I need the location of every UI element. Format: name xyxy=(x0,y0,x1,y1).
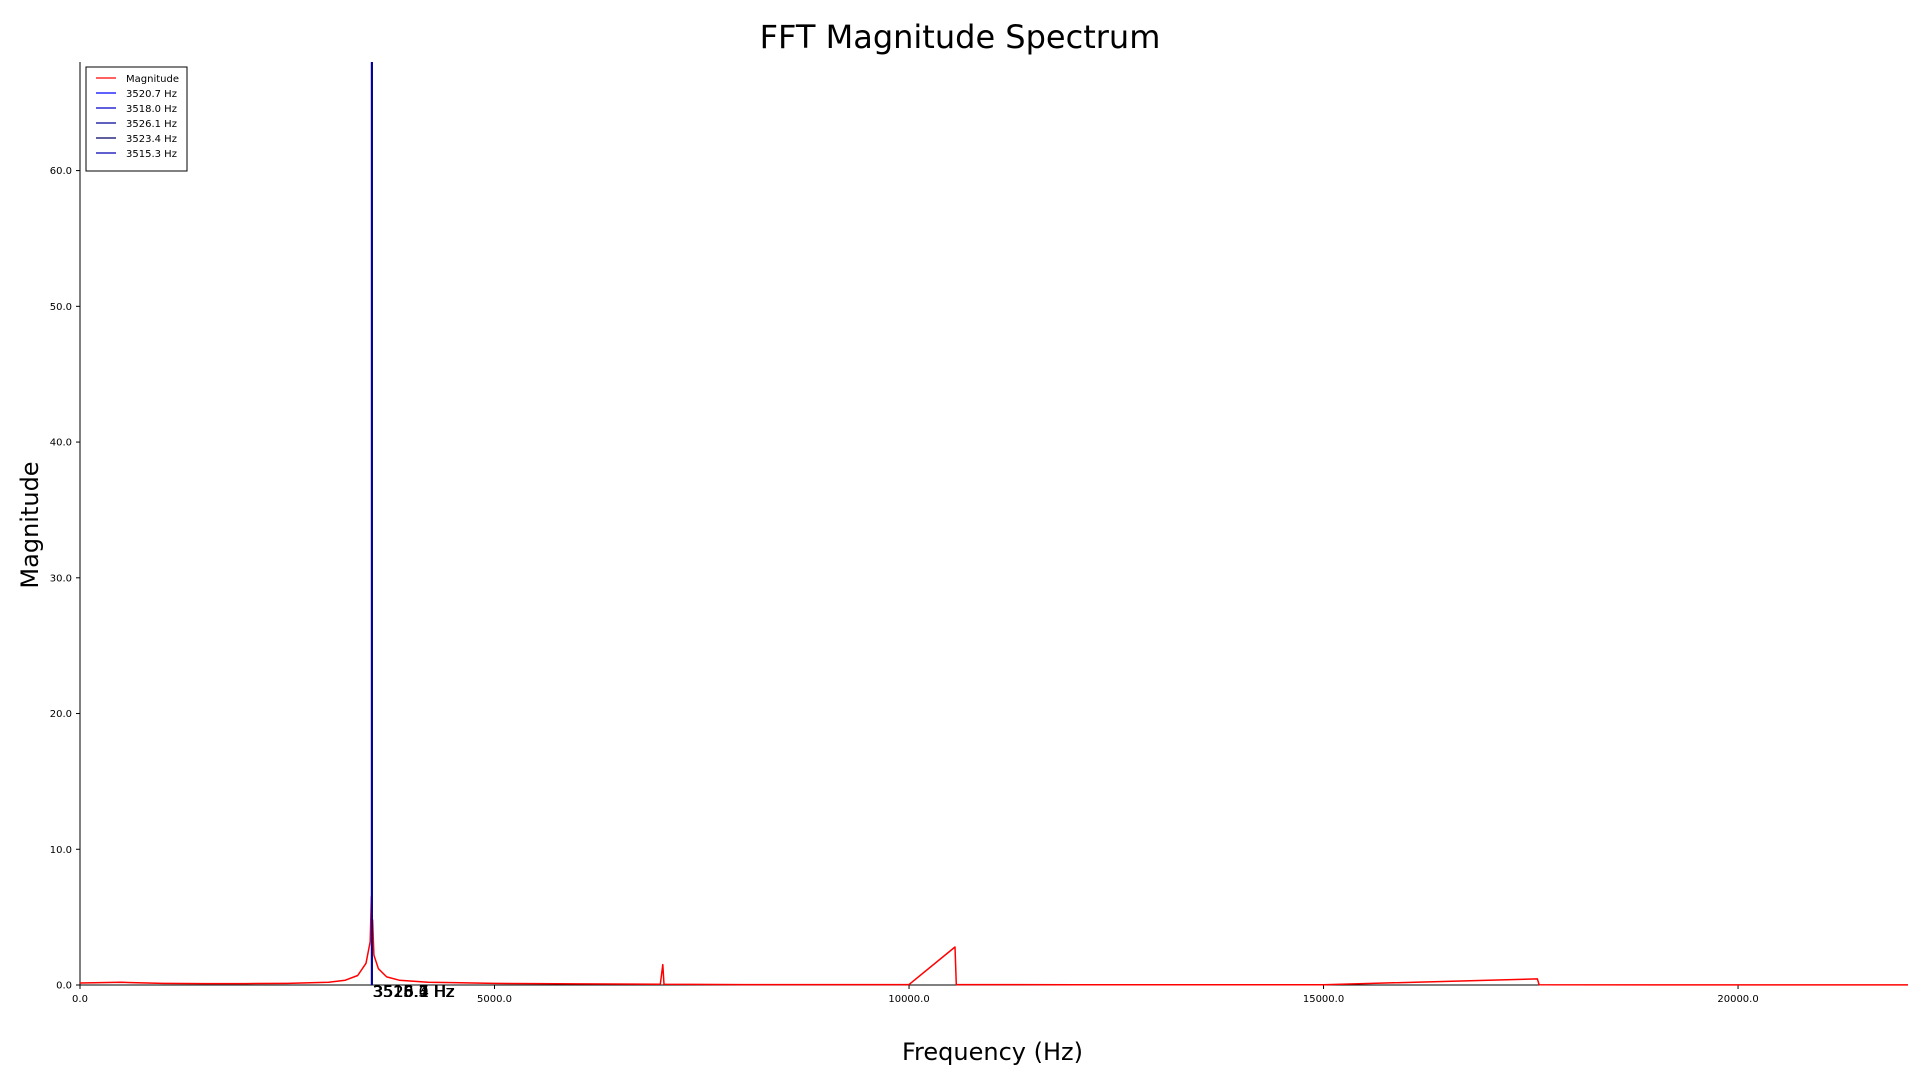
x-axis-label: Frequency (Hz) xyxy=(902,1038,1083,1066)
peak-label: 3515.3 Hz xyxy=(372,982,454,1001)
legend-label: 3515.3 Hz xyxy=(126,149,177,160)
x-tick-label: 5000.0 xyxy=(477,994,512,1005)
chart-title: FFT Magnitude Spectrum xyxy=(759,18,1161,56)
y-tick-label: 50.0 xyxy=(50,302,72,313)
y-tick-label: 60.0 xyxy=(50,166,72,177)
legend: Magnitude 3520.7 Hz 3518.0 Hz 3526.1 Hz 3523… xyxy=(85,66,188,172)
legend-label: 3526.1 Hz xyxy=(126,119,177,130)
legend-label: 3520.7 Hz xyxy=(126,89,177,100)
x-tick-label: 0.0 xyxy=(72,994,88,1005)
x-tick-label: 10000.0 xyxy=(888,994,929,1005)
legend-label: 3523.4 Hz xyxy=(126,134,177,145)
peak-label: 3526.1 Hz xyxy=(373,982,455,1001)
legend-label: Magnitude xyxy=(126,74,179,85)
x-tick-label: 15000.0 xyxy=(1303,994,1344,1005)
axes: 0.0 10.0 20.0 30.0 40.0 50.0 60.0 0.0 5000.0 1000… xyxy=(50,62,1908,1005)
y-tick-label: 40.0 xyxy=(50,438,72,449)
peak-label: 3523.4 Hz xyxy=(373,982,455,1001)
legend-label: 3518.0 Hz xyxy=(126,104,177,115)
x-tick-label: 20000.0 xyxy=(1717,994,1758,1005)
y-tick-label: 0.0 xyxy=(56,981,72,992)
y-tick-label: 10.0 xyxy=(50,845,72,856)
peak-label: 3520.7 Hz xyxy=(373,982,455,1001)
series-line-magnitude xyxy=(79,896,1908,986)
y-tick-label: 20.0 xyxy=(50,709,72,720)
series-layer xyxy=(79,896,1909,986)
peak-label: 3518.0 Hz xyxy=(373,982,455,1001)
legend-box xyxy=(85,66,188,172)
y-tick-label: 30.0 xyxy=(50,573,72,584)
peak-layer xyxy=(370,62,373,985)
